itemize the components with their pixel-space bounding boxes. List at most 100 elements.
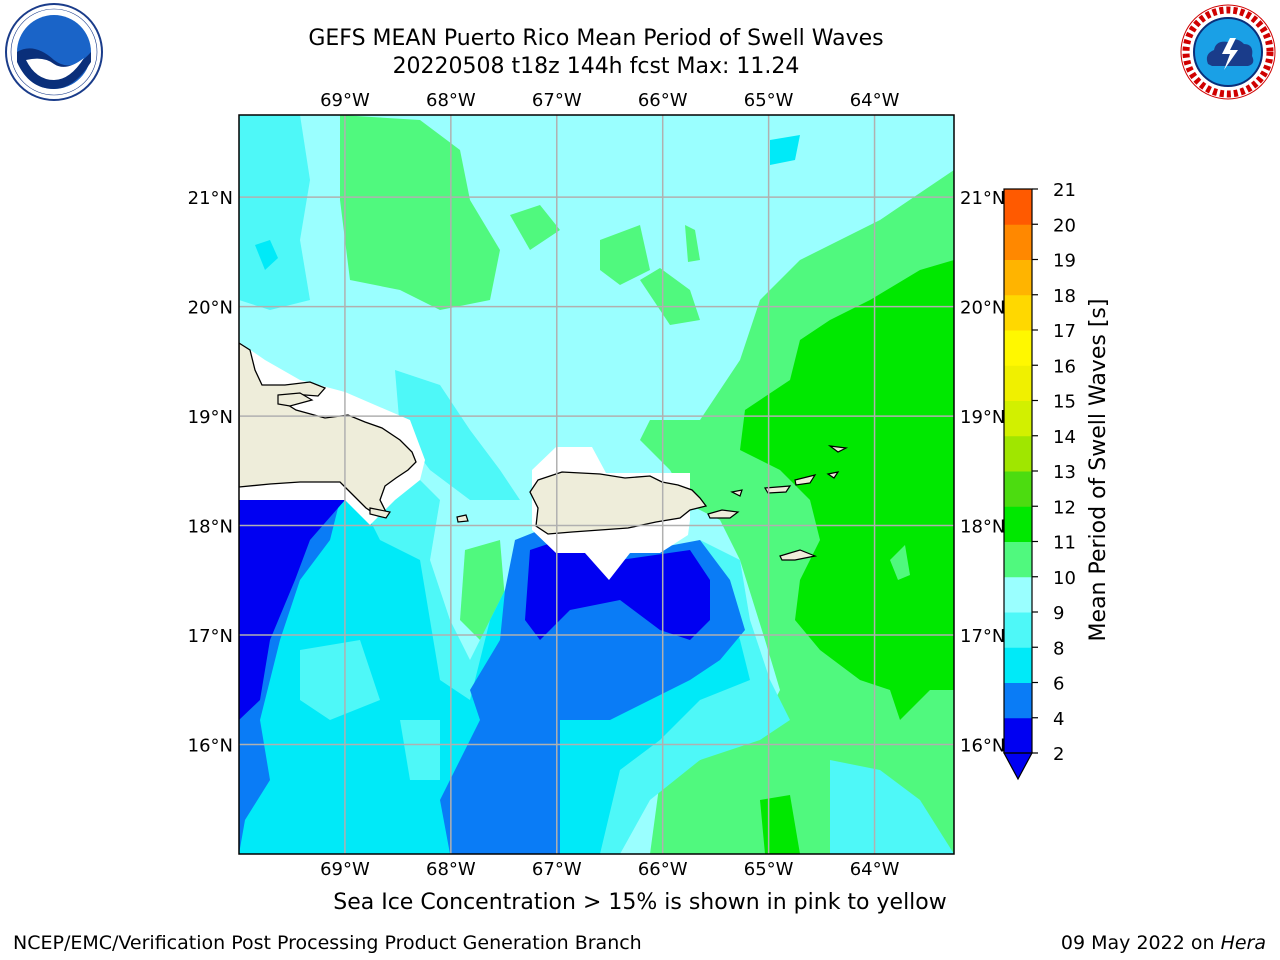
contour-band-10-11-south [760,795,800,854]
lon-label-top: 68°W [426,90,476,111]
contour-band-6-8-mona [395,370,520,500]
lat-label-left: 17°N [188,626,233,647]
contour-band-9-10-patch-a [510,205,560,250]
lat-label-left: 21°N [188,188,233,209]
contour-band-9-10-north [340,115,500,310]
colorbar-swatch [1004,435,1032,472]
colorbar-swatch [1004,647,1032,683]
land-virgin-gorda [826,471,840,479]
lat-label-right: 19°N [960,407,1005,428]
land-st-thomas [763,485,792,494]
land-hispaniola [239,342,417,517]
colorbar-tick-label: 14 [1053,427,1076,448]
noaa-logo-icon [5,3,103,101]
contour-band-6-8-se [830,760,954,854]
colorbar-tick-label: 4 [1053,709,1064,730]
lat-label-left: 16°N [188,736,233,757]
colorbar-swatch [1004,224,1032,260]
contour-band-6-8-inner [300,640,380,720]
colorbar-tick-label: 12 [1053,497,1076,518]
lon-label-top: 64°W [850,90,900,111]
land-tortuga [277,392,314,407]
lat-label-left: 20°N [188,298,233,319]
contour-band-9-10-patch-d [685,225,700,262]
colorbar-swatch [1004,365,1032,401]
contour-band-9-10-patch-b [600,225,650,285]
lat-label-right: 16°N [960,736,1005,757]
colorbar-swatch [1004,330,1032,366]
colorbar-swatch [1004,471,1032,507]
contour-band-4-6-patch [770,135,800,165]
colorbar-swatch [1004,682,1032,719]
sea-ice-note: Sea Ice Concentration > 15% is shown in … [333,890,947,915]
lon-label-top: 67°W [532,90,582,111]
map-gridlines [239,115,954,854]
colorbar-tick-label: 20 [1053,215,1076,236]
lon-label-bottom: 69°W [320,859,370,880]
contour-band-9-10-patch-c [640,268,700,325]
land-saona [369,507,391,519]
colorbar-under-arrow [1002,752,1034,781]
colorbar-label: Mean Period of Swell Waves [s] [1086,299,1111,642]
colorbar-swatch [1004,506,1032,542]
footer-credit: NCEP/EMC/Verification Post Processing Pr… [13,932,642,954]
colorbar-swatch [1004,576,1032,613]
lon-label-top: 69°W [320,90,370,111]
map-title: GEFS MEAN Puerto Rico Mean Period of Swe… [308,26,884,51]
lat-label-left: 19°N [188,407,233,428]
colorbar-tick-label: 2 [1053,744,1064,765]
footer-date: 09 May 2022 on Hera [1061,932,1266,954]
contour-band-10-11 [740,260,954,720]
colorbar-tick-label: 18 [1053,286,1076,307]
lon-label-bottom: 66°W [638,859,688,880]
colorbar-swatch [1004,189,1032,225]
map-subtitle: 20220508 t18z 144h fcst Max: 11.24 [392,54,800,79]
colorbar-tick-label: 17 [1053,321,1076,342]
colorbar-tick-label: 13 [1053,462,1076,483]
contour-band-6-8-inner-b [400,720,440,780]
lon-label-top: 65°W [744,90,794,111]
lon-label-bottom: 65°W [744,859,794,880]
contour-band-0-2-west [239,500,345,720]
lat-label-left: 18°N [188,517,233,538]
lon-label-bottom: 64°W [850,859,900,880]
colorbar-tick-label: 15 [1053,392,1076,413]
nws-logo-icon [1180,4,1276,100]
colorbar: 2 4 6 8 9 10 11 12 13 14 15 16 17 18 19 20 21 [1002,180,1076,781]
land-anegada [827,445,849,453]
lon-label-top: 66°W [638,90,688,111]
colorbar-tick-label: 11 [1053,533,1076,554]
map-frame [238,114,955,855]
colorbar-swatch [1004,400,1032,437]
colorbar-tick-label: 8 [1053,638,1064,659]
colorbar-swatch [1004,259,1032,296]
map-axis-labels: 69°W 69°W 68°W 68°W 67°W 67°W 66°W 66°W 65°W 65°W… [188,90,1006,880]
contour-band-6-8-nw [239,115,310,310]
lat-label-right: 17°N [960,626,1005,647]
colorbar-tick-label: 6 [1053,674,1064,695]
land-culebra [730,489,743,497]
lon-label-bottom: 68°W [426,859,476,880]
land-st-croix [779,549,818,561]
lat-label-right: 18°N [960,517,1005,538]
contour-field [239,115,954,854]
colorbar-tick-label: 9 [1053,603,1064,624]
colorbar-swatch [1004,717,1032,754]
lon-label-bottom: 67°W [532,859,582,880]
lat-label-right: 21°N [960,188,1005,209]
land-vieques [707,509,740,519]
colorbar-tick-label: 16 [1053,356,1076,377]
footer-date-text: 09 May 2022 on [1060,932,1215,954]
colorbar-swatch [1004,612,1032,648]
colorbar-tick-label: 10 [1053,568,1076,589]
colorbar-swatch [1004,541,1032,578]
contour-band-0-2-south [525,540,710,640]
contour-band-4-6-patch-b [255,240,278,270]
colorbar-swatch [1004,294,1032,331]
colorbar-tick-label: 21 [1053,180,1076,201]
land-tortola [794,474,817,486]
footer-host: Hera [1220,932,1266,954]
colorbar-tick-label: 19 [1053,251,1076,272]
land-mona-island [456,514,469,523]
